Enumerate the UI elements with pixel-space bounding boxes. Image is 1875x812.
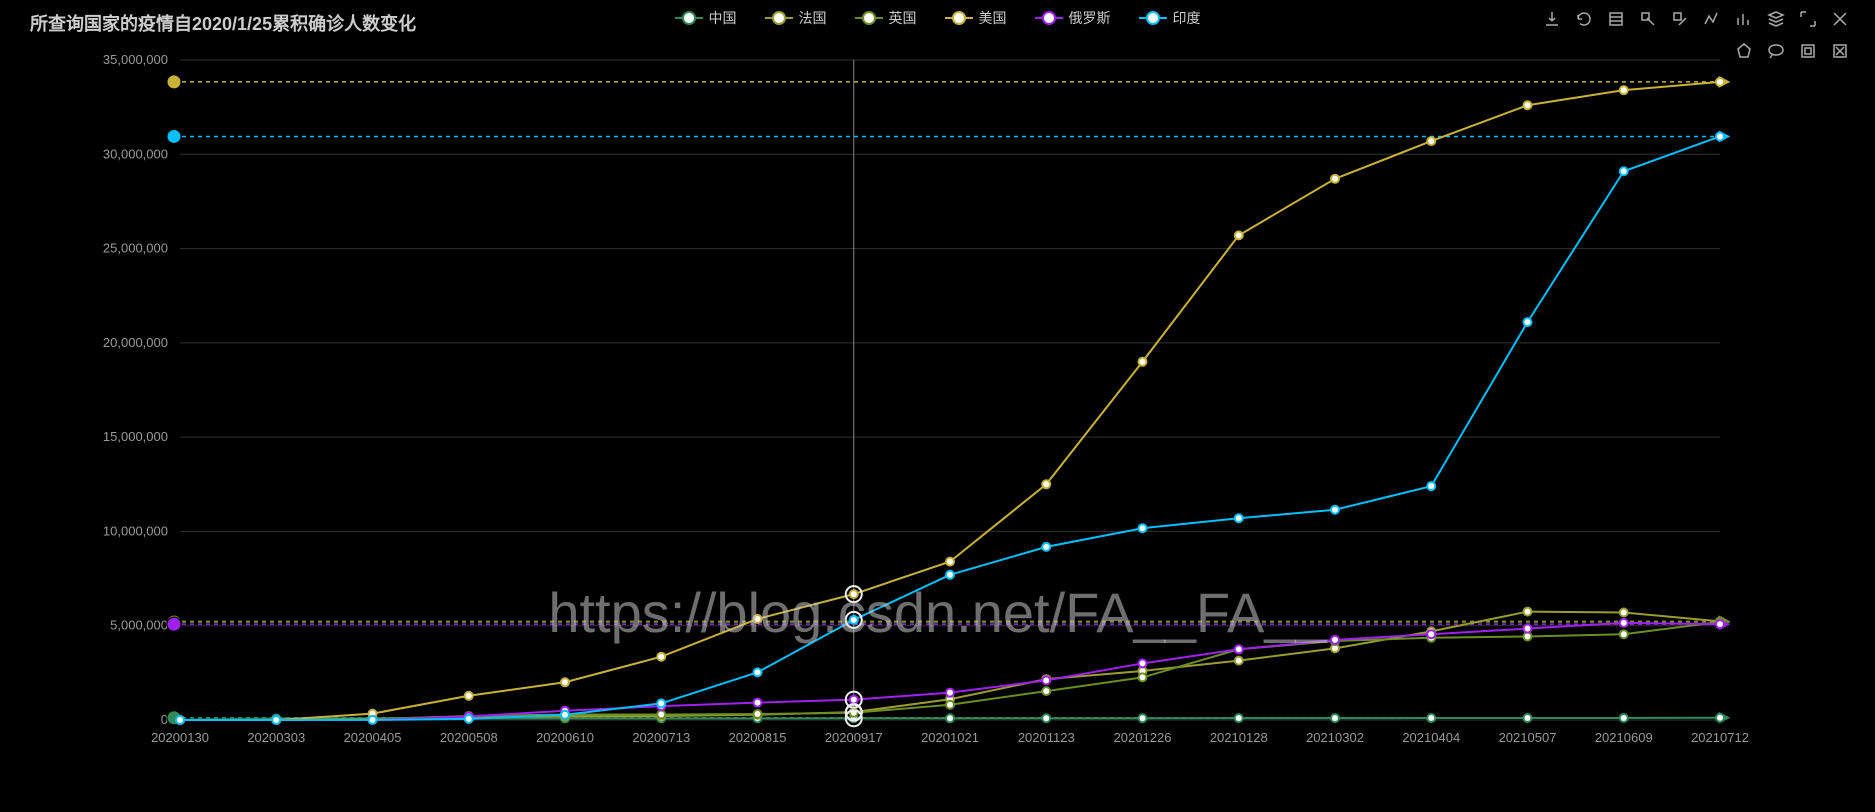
series-point[interactable] xyxy=(1235,714,1243,722)
series-point[interactable] xyxy=(1524,632,1532,640)
series-point[interactable] xyxy=(946,714,954,722)
series-point[interactable] xyxy=(850,696,858,704)
svg-text:20200917: 20200917 xyxy=(825,730,883,745)
series-point[interactable] xyxy=(1524,608,1532,616)
series-point[interactable] xyxy=(850,590,858,598)
series-point[interactable] xyxy=(1042,714,1050,722)
svg-text:35,000,000: 35,000,000 xyxy=(103,52,168,67)
series-point[interactable] xyxy=(657,653,665,661)
end-value-label: 5233207 xyxy=(1748,613,1803,629)
svg-text:20200303: 20200303 xyxy=(247,730,305,745)
series-point[interactable] xyxy=(1331,175,1339,183)
svg-text:20210302: 20210302 xyxy=(1306,730,1364,745)
series-point[interactable] xyxy=(1235,231,1243,239)
series-point[interactable] xyxy=(946,558,954,566)
series-point[interactable] xyxy=(561,711,569,719)
series-point[interactable] xyxy=(1235,657,1243,665)
series-point[interactable] xyxy=(754,668,762,676)
series-point[interactable] xyxy=(1620,714,1628,722)
series-point[interactable] xyxy=(1620,630,1628,638)
svg-text:30,000,000: 30,000,000 xyxy=(103,146,168,161)
series-point[interactable] xyxy=(946,571,954,579)
series-point[interactable] xyxy=(1139,673,1147,681)
series-point[interactable] xyxy=(1042,676,1050,684)
svg-text:20200508: 20200508 xyxy=(440,730,498,745)
series-point[interactable] xyxy=(1716,714,1724,722)
svg-text:20210712: 20210712 xyxy=(1691,730,1749,745)
svg-text:20201123: 20201123 xyxy=(1018,730,1075,745)
series-point[interactable] xyxy=(1620,609,1628,617)
series-point[interactable] xyxy=(1139,714,1147,722)
series-point[interactable] xyxy=(1042,480,1050,488)
svg-text:20201226: 20201226 xyxy=(1114,730,1172,745)
series-point[interactable] xyxy=(465,715,473,723)
svg-text:15,000,000: 15,000,000 xyxy=(103,429,168,444)
series-point[interactable] xyxy=(1427,482,1435,490)
svg-text:20,000,000: 20,000,000 xyxy=(103,335,168,350)
series-point[interactable] xyxy=(1042,687,1050,695)
end-value-label: 30946074 xyxy=(1748,128,1811,144)
series-point[interactable] xyxy=(369,716,377,724)
series-point[interactable] xyxy=(1716,78,1724,86)
svg-text:20210404: 20210404 xyxy=(1402,730,1460,745)
series-point[interactable] xyxy=(1427,714,1435,722)
series-point[interactable] xyxy=(850,616,858,624)
series-point[interactable] xyxy=(176,716,184,724)
series-point[interactable] xyxy=(754,710,762,718)
series-point[interactable] xyxy=(1235,514,1243,522)
series-point[interactable] xyxy=(754,699,762,707)
series-point[interactable] xyxy=(946,689,954,697)
series-point[interactable] xyxy=(1427,137,1435,145)
series-point[interactable] xyxy=(754,615,762,623)
series-point[interactable] xyxy=(946,701,954,709)
svg-text:5,000,000: 5,000,000 xyxy=(110,618,168,633)
end-value-label: 119374 xyxy=(1748,708,1794,724)
series-point[interactable] xyxy=(1139,659,1147,667)
series-point[interactable] xyxy=(272,716,280,724)
svg-text:20210609: 20210609 xyxy=(1595,730,1653,745)
series-point[interactable] xyxy=(1524,625,1532,633)
series-point[interactable] xyxy=(1716,132,1724,140)
series-point[interactable] xyxy=(1331,506,1339,514)
series-point[interactable] xyxy=(1235,645,1243,653)
series-point[interactable] xyxy=(561,678,569,686)
svg-text:10,000,000: 10,000,000 xyxy=(103,523,168,538)
series-point[interactable] xyxy=(1524,101,1532,109)
svg-text:25,000,000: 25,000,000 xyxy=(103,241,168,256)
series-point[interactable] xyxy=(1620,167,1628,175)
series-point[interactable] xyxy=(657,699,665,707)
svg-text:20200713: 20200713 xyxy=(632,730,690,745)
series-point[interactable] xyxy=(1331,714,1339,722)
svg-text:20210128: 20210128 xyxy=(1210,730,1268,745)
series-point[interactable] xyxy=(1331,636,1339,644)
series-point[interactable] xyxy=(1524,714,1532,722)
series-point[interactable] xyxy=(1620,619,1628,627)
svg-text:20200405: 20200405 xyxy=(344,730,402,745)
series-point[interactable] xyxy=(1139,358,1147,366)
svg-text:20200610: 20200610 xyxy=(536,730,594,745)
series-line-5 xyxy=(180,136,1720,720)
svg-text:20200815: 20200815 xyxy=(729,730,787,745)
svg-text:20201021: 20201021 xyxy=(921,730,979,745)
series-point[interactable] xyxy=(1716,620,1724,628)
series-point[interactable] xyxy=(1427,630,1435,638)
svg-text:20200130: 20200130 xyxy=(151,730,209,745)
series-point[interactable] xyxy=(1524,318,1532,326)
series-point[interactable] xyxy=(1620,86,1628,94)
series-point[interactable] xyxy=(465,692,473,700)
svg-text:20210507: 20210507 xyxy=(1499,730,1557,745)
series-point[interactable] xyxy=(1139,524,1147,532)
chart-plot-area: 05,000,00010,000,00015,000,00020,000,000… xyxy=(0,0,1875,812)
series-point[interactable] xyxy=(1042,543,1050,551)
end-value-label: 33840183 xyxy=(1748,74,1811,90)
series-point[interactable] xyxy=(657,711,665,719)
